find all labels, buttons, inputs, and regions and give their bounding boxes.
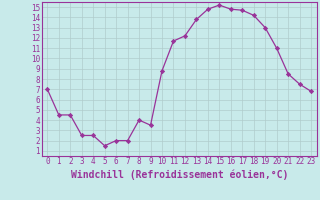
X-axis label: Windchill (Refroidissement éolien,°C): Windchill (Refroidissement éolien,°C) xyxy=(70,169,288,180)
